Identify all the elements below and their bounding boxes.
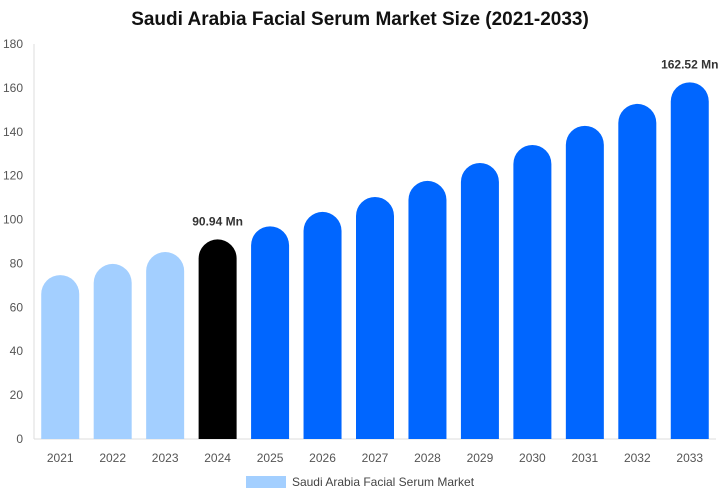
x-tick-label: 2024 <box>204 451 231 465</box>
y-tick-label: 0 <box>16 432 23 446</box>
bar-2033 <box>670 82 709 439</box>
x-tick-label: 2030 <box>519 451 546 465</box>
bar-2027 <box>356 196 394 439</box>
data-label-2024: 90.94 Mn <box>192 214 243 228</box>
bar-2025 <box>251 226 290 439</box>
x-tick-label: 2022 <box>99 451 126 465</box>
bar-2030 <box>513 144 552 439</box>
x-tick-label: 2027 <box>362 451 389 465</box>
bar-2032 <box>618 103 657 440</box>
bar-2028 <box>408 180 447 439</box>
legend-label: Saudi Arabia Facial Serum Market <box>291 475 475 489</box>
y-tick-label: 20 <box>10 388 24 402</box>
chart-title: Saudi Arabia Facial Serum Market Size (2… <box>131 9 589 30</box>
y-tick-label: 40 <box>10 344 24 358</box>
x-tick-label: 2032 <box>624 451 651 465</box>
y-tick-label: 60 <box>10 300 24 314</box>
x-tick-label: 2023 <box>152 451 179 465</box>
x-tick-label: 2033 <box>676 451 703 465</box>
legend[interactable]: Saudi Arabia Facial Serum Market <box>0 475 720 489</box>
y-tick-label: 100 <box>3 213 23 227</box>
bar-2022 <box>93 263 132 439</box>
legend-swatch <box>245 476 286 488</box>
x-tick-label: 2028 <box>414 451 441 465</box>
x-tick-label: 2025 <box>257 451 284 465</box>
x-tick-label: 2026 <box>309 451 336 465</box>
bar-2029 <box>460 162 499 439</box>
bar-2024 <box>198 239 237 439</box>
x-tick-label: 2031 <box>571 451 598 465</box>
bar-2026 <box>303 211 342 439</box>
bar-2021 <box>41 275 80 439</box>
bar-2031 <box>565 125 604 439</box>
bar-2023 <box>146 252 185 439</box>
y-tick-label: 140 <box>3 125 23 139</box>
y-tick-label: 120 <box>3 169 23 183</box>
y-tick-label: 180 <box>3 37 23 51</box>
x-tick-label: 2029 <box>467 451 494 465</box>
x-tick-label: 2021 <box>47 451 74 465</box>
data-label-2033: 162.52 Mn <box>661 57 718 71</box>
y-tick-label: 160 <box>3 81 23 95</box>
y-tick-label: 80 <box>10 256 24 270</box>
